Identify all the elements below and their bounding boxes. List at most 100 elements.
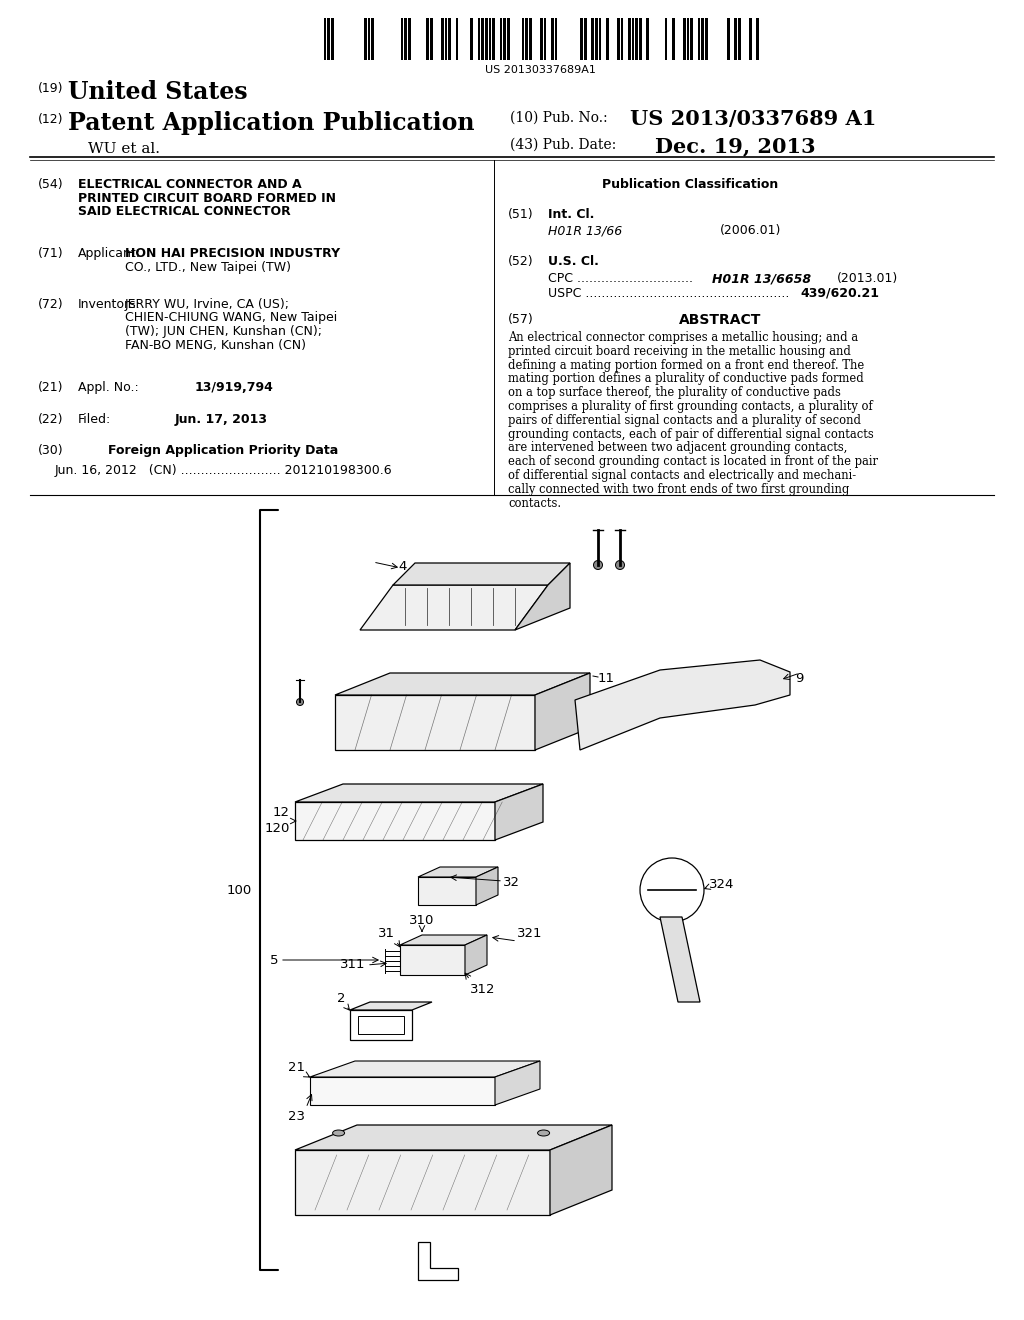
Bar (449, 18, 452, 59)
Text: Publication Classification: Publication Classification (602, 178, 778, 191)
Text: (57): (57) (508, 313, 534, 326)
Bar (400, 18, 403, 59)
Text: Inventors:: Inventors: (78, 298, 141, 312)
Bar (701, 18, 705, 59)
Polygon shape (418, 867, 498, 876)
Bar (404, 18, 408, 59)
Text: (43) Pub. Date:: (43) Pub. Date: (510, 139, 616, 152)
Text: mating portion defines a plurality of conductive pads formed: mating portion defines a plurality of co… (508, 372, 864, 385)
Text: 21: 21 (288, 1061, 305, 1074)
Bar (477, 18, 480, 59)
Text: (72): (72) (38, 298, 63, 312)
Bar (665, 18, 668, 59)
Bar (581, 18, 583, 59)
Text: Patent Application Publication: Patent Application Publication (68, 111, 474, 135)
Text: HON HAI PRECISION INDUSTRY: HON HAI PRECISION INDUSTRY (125, 247, 340, 260)
Text: are intervened between two adjacent grounding contacts,: are intervened between two adjacent grou… (508, 441, 848, 454)
Text: H01R 13/6658: H01R 13/6658 (712, 272, 811, 285)
Polygon shape (660, 917, 700, 1002)
Text: (71): (71) (38, 247, 63, 260)
Bar (749, 18, 752, 59)
Text: Jun. 17, 2013: Jun. 17, 2013 (175, 413, 268, 426)
Text: 324: 324 (709, 879, 734, 891)
Bar (734, 18, 737, 59)
Bar (591, 18, 594, 59)
Bar (521, 18, 524, 59)
Bar (324, 18, 327, 59)
Text: printed circuit board receiving in the metallic housing and: printed circuit board receiving in the m… (508, 345, 851, 358)
Bar (639, 18, 642, 59)
Text: JERRY WU, Irvine, CA (US);: JERRY WU, Irvine, CA (US); (125, 298, 290, 312)
Bar (368, 18, 371, 59)
Text: USPC ...................................................: USPC ...................................… (548, 286, 790, 300)
Text: 23: 23 (288, 1110, 305, 1123)
Text: 12: 12 (273, 807, 290, 820)
Polygon shape (295, 1150, 550, 1214)
Text: PRINTED CIRCUIT BOARD FORMED IN: PRINTED CIRCUIT BOARD FORMED IN (78, 191, 336, 205)
Circle shape (594, 561, 602, 569)
Bar (525, 18, 528, 59)
Text: 2: 2 (337, 993, 345, 1005)
Bar (372, 18, 374, 59)
Bar (426, 18, 429, 59)
Bar (646, 18, 649, 59)
Text: Jun. 16, 2012   (CN) ......................... 201210198300.6: Jun. 16, 2012 (CN) .....................… (55, 465, 392, 477)
Polygon shape (535, 673, 590, 750)
Polygon shape (476, 867, 498, 906)
Bar (358, 1016, 404, 1034)
Bar (551, 18, 554, 59)
Text: 9: 9 (795, 672, 804, 685)
Text: CHIEN-CHIUNG WANG, New Taipei: CHIEN-CHIUNG WANG, New Taipei (125, 312, 337, 325)
Bar (350, 1010, 412, 1040)
Bar (621, 18, 624, 59)
Polygon shape (495, 784, 543, 840)
Text: Appl. No.:: Appl. No.: (78, 381, 138, 393)
Polygon shape (295, 784, 543, 803)
Polygon shape (310, 1077, 495, 1105)
Bar (632, 18, 635, 59)
Bar (606, 18, 608, 59)
Bar (595, 18, 598, 59)
Bar (738, 18, 740, 59)
Text: 11: 11 (598, 672, 615, 685)
Bar (456, 18, 459, 59)
Text: (52): (52) (508, 255, 534, 268)
Bar (727, 18, 730, 59)
Text: CO., LTD., New Taipei (TW): CO., LTD., New Taipei (TW) (125, 260, 291, 273)
Bar (599, 18, 601, 59)
Bar (555, 18, 557, 59)
Text: (2006.01): (2006.01) (720, 224, 781, 238)
Bar (672, 18, 675, 59)
Bar (504, 18, 506, 59)
Bar (617, 18, 620, 59)
Text: US 20130337689A1: US 20130337689A1 (484, 65, 595, 75)
Bar (635, 18, 638, 59)
Bar (628, 18, 631, 59)
Text: pairs of differential signal contacts and a plurality of second: pairs of differential signal contacts an… (508, 413, 861, 426)
Text: Filed:: Filed: (78, 413, 112, 426)
Text: (2013.01): (2013.01) (837, 272, 898, 285)
Polygon shape (310, 1061, 540, 1077)
Text: 13/919,794: 13/919,794 (195, 381, 273, 393)
Text: U.S. Cl.: U.S. Cl. (548, 255, 599, 268)
Polygon shape (335, 673, 590, 696)
Ellipse shape (538, 1130, 550, 1137)
Bar (481, 18, 484, 59)
Polygon shape (400, 945, 465, 975)
Text: (10) Pub. No.:: (10) Pub. No.: (510, 111, 607, 125)
Text: Int. Cl.: Int. Cl. (548, 209, 594, 220)
Text: of differential signal contacts and electrically and mechani-: of differential signal contacts and elec… (508, 469, 856, 482)
Polygon shape (360, 585, 548, 630)
Bar (697, 18, 700, 59)
Bar (507, 18, 510, 59)
Text: each of second grounding contact is located in front of the pair: each of second grounding contact is loca… (508, 455, 878, 469)
Text: US 2013/0337689 A1: US 2013/0337689 A1 (630, 110, 877, 129)
Bar (690, 18, 693, 59)
Bar (328, 18, 330, 59)
Bar (687, 18, 689, 59)
Text: 100: 100 (226, 883, 252, 896)
Text: contacts.: contacts. (508, 496, 561, 510)
Polygon shape (495, 1061, 540, 1105)
Bar (500, 18, 503, 59)
Bar (544, 18, 547, 59)
